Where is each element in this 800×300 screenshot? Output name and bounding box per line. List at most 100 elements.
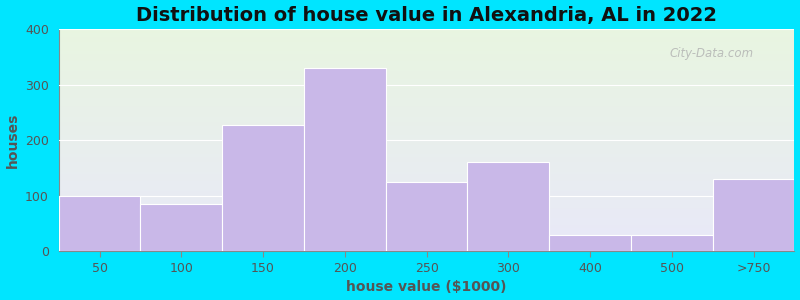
Bar: [58, 152, 794, 154]
Bar: [58, 182, 794, 184]
Bar: [222, 124, 304, 251]
Bar: [58, 145, 794, 146]
Bar: [58, 41, 794, 42]
Bar: [58, 188, 794, 189]
Bar: [58, 201, 794, 202]
Bar: [58, 174, 794, 175]
Bar: [58, 159, 794, 160]
Bar: [58, 112, 794, 113]
Bar: [58, 124, 794, 126]
Bar: [58, 225, 794, 226]
Bar: [58, 102, 794, 104]
Bar: [58, 128, 794, 129]
Bar: [58, 194, 794, 195]
Bar: [58, 52, 794, 53]
Bar: [58, 248, 794, 249]
Bar: [58, 190, 794, 191]
Bar: [58, 92, 794, 93]
Bar: [58, 204, 794, 205]
Bar: [58, 38, 794, 39]
Bar: [58, 50, 794, 51]
Bar: [58, 110, 794, 111]
Bar: [58, 108, 794, 109]
Bar: [58, 199, 794, 200]
Bar: [58, 228, 794, 229]
Bar: [58, 66, 794, 67]
Bar: [58, 80, 794, 81]
Bar: [58, 195, 794, 196]
Bar: [58, 68, 794, 69]
Bar: [58, 151, 794, 152]
Bar: [58, 117, 794, 118]
Bar: [58, 212, 794, 214]
Bar: [58, 196, 794, 197]
Bar: [58, 208, 794, 209]
Bar: [58, 149, 794, 150]
Bar: [58, 223, 794, 224]
Bar: [58, 167, 794, 168]
Bar: [58, 184, 794, 185]
Bar: [58, 93, 794, 94]
Bar: [58, 96, 794, 97]
Bar: [58, 147, 794, 148]
Bar: [58, 32, 794, 33]
Bar: [58, 219, 794, 220]
Bar: [58, 89, 794, 90]
Bar: [58, 57, 794, 58]
Bar: [58, 169, 794, 170]
Bar: [58, 79, 794, 80]
Bar: [58, 74, 794, 76]
Bar: [58, 186, 794, 187]
Bar: [58, 250, 794, 251]
Bar: [58, 198, 794, 199]
Bar: [58, 64, 794, 66]
Bar: [58, 31, 794, 32]
Bar: [58, 179, 794, 180]
Bar: [58, 191, 794, 193]
Bar: [58, 122, 794, 124]
X-axis label: house value ($1000): house value ($1000): [346, 280, 507, 294]
Bar: [58, 88, 794, 89]
Bar: [58, 121, 794, 122]
Bar: [58, 237, 794, 238]
Bar: [58, 131, 794, 132]
Bar: [58, 210, 794, 211]
Bar: [58, 33, 794, 34]
Bar: [58, 98, 794, 99]
Bar: [58, 240, 794, 242]
Bar: [58, 139, 794, 140]
Bar: [58, 111, 794, 112]
Y-axis label: houses: houses: [6, 112, 19, 168]
Bar: [58, 39, 794, 40]
Bar: [58, 230, 794, 231]
Bar: [58, 158, 794, 159]
Bar: [58, 40, 794, 41]
Bar: [58, 37, 794, 38]
Bar: [58, 30, 794, 31]
Bar: [58, 162, 794, 164]
Bar: [58, 209, 794, 210]
Bar: [58, 99, 794, 100]
Bar: [58, 245, 794, 246]
Bar: [58, 164, 794, 165]
Bar: [304, 68, 386, 251]
Bar: [58, 231, 794, 232]
Bar: [58, 60, 794, 61]
Bar: [58, 243, 794, 244]
Bar: [58, 69, 794, 70]
Bar: [58, 249, 794, 250]
Bar: [58, 236, 794, 237]
Bar: [58, 216, 794, 217]
Bar: [58, 206, 794, 207]
Bar: [58, 246, 794, 247]
Bar: [58, 185, 794, 186]
Bar: [58, 193, 794, 194]
Bar: [58, 56, 794, 57]
Bar: [58, 172, 794, 174]
Bar: [58, 161, 794, 162]
Bar: [58, 235, 794, 236]
Bar: [58, 62, 794, 63]
Bar: [58, 83, 794, 85]
Bar: [58, 214, 794, 215]
Bar: [58, 217, 794, 218]
